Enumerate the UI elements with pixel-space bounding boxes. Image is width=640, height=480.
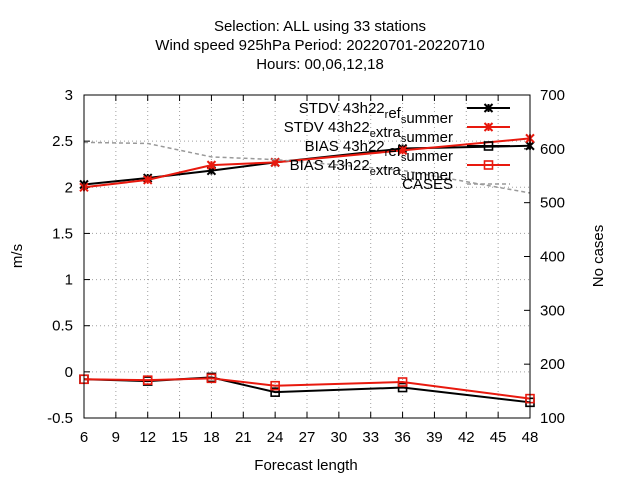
chart-title-line-1: Selection: ALL using 33 stations	[213, 18, 427, 35]
x-tick-label: 48	[522, 429, 539, 446]
legend-label-part: e	[370, 166, 376, 178]
y2-tick-label: 700	[540, 87, 565, 104]
y-tick-label: 2	[65, 179, 73, 196]
legend-label-part: BIAS 43h22	[305, 138, 385, 155]
x-tick-label: 9	[112, 429, 120, 446]
x-tick-label: 33	[362, 429, 379, 446]
legend-label-part: ef	[388, 143, 401, 160]
data-point	[142, 375, 153, 385]
data-point	[270, 380, 280, 391]
legend-label: STDV 43h22extrasummer	[284, 119, 453, 146]
legend-label-part: r	[385, 147, 389, 159]
legend-label-part: r	[385, 109, 389, 121]
data-point	[206, 160, 217, 170]
x-tick-label: 12	[139, 429, 156, 446]
y-tick-label: 0.5	[52, 318, 73, 335]
legend-marker	[483, 103, 494, 113]
legend-label-part: xtra	[376, 162, 402, 179]
y-tick-label: 3	[65, 87, 73, 104]
legend-label-part: ummer	[406, 110, 453, 127]
data-point	[397, 382, 408, 393]
legend-label-part: s	[401, 114, 407, 126]
legend-marker	[483, 122, 494, 132]
x-tick-labels: 6 9 12 15 18 21 24 27 30 33 36 39 42 45 48	[80, 429, 539, 446]
y-tick-label: 1.5	[52, 225, 73, 242]
legend-label-part: s	[401, 152, 407, 164]
y2-tick-label: 100	[540, 410, 565, 427]
plot-frame	[83, 94, 531, 419]
legend-label-part: xtra	[376, 124, 402, 141]
legend-label-part: ummer	[406, 167, 453, 184]
x-tick-label: 42	[458, 429, 475, 446]
y-tick-label: 1	[65, 272, 73, 289]
legend-marker	[483, 160, 494, 170]
legend-label-part: CASES	[402, 176, 453, 193]
legend-label: STDV 43h22refsummer	[299, 100, 453, 127]
x-tick-label: 15	[171, 429, 188, 446]
y2-axis-label: No cases	[590, 225, 607, 288]
y2-tick-label: 600	[540, 141, 565, 158]
data-point	[397, 377, 408, 387]
x-tick-label: 27	[299, 429, 316, 446]
chart-title-line-3: Hours: 00,06,12,18	[256, 56, 384, 73]
legend-label-part: ef	[388, 105, 401, 122]
data-point	[143, 175, 153, 185]
legend-label: BIAS 43h22refsummer	[305, 138, 453, 165]
x-tick-label: 39	[426, 429, 443, 446]
legend-label-part: ummer	[406, 129, 453, 146]
legend-label: CASES	[402, 176, 453, 193]
y-tick-label: 2.5	[52, 133, 73, 150]
legend-label-part: BIAS 43h22	[290, 157, 370, 174]
y-tick-label: 0	[65, 364, 73, 381]
x-axis-label: Forecast length	[254, 457, 357, 474]
y2-tick-label: 500	[540, 195, 565, 212]
x-tick-label: 6	[80, 429, 88, 446]
x-tick-label: 24	[267, 429, 284, 446]
x-tick-label: 36	[394, 429, 411, 446]
legend-label-part: STDV 43h22	[299, 100, 385, 117]
legend-marker	[483, 141, 494, 151]
y2-tick-labels: 100 200 300 400 500 600 700	[540, 87, 565, 427]
x-tick-label: 18	[203, 429, 220, 446]
data-point	[397, 145, 408, 156]
legend-label: BIAS 43h22extrasummer	[290, 157, 453, 184]
series-line	[83, 137, 531, 189]
legend-label-part: e	[370, 128, 376, 140]
series-3	[79, 373, 535, 404]
y-axis-label: m/s	[9, 244, 26, 268]
y2-tick-label: 200	[540, 356, 565, 373]
y2-tick-label: 400	[540, 249, 565, 266]
data-point	[270, 387, 280, 397]
legend-label-part: STDV 43h22	[284, 119, 370, 136]
data-point	[206, 373, 217, 384]
series-line	[83, 377, 531, 400]
series-layer	[79, 133, 535, 408]
y2-tick-label: 300	[540, 302, 565, 319]
x-tick-label: 30	[331, 429, 348, 446]
chart-title-line-2: Wind speed 925hPa Period: 20220701-20220…	[155, 37, 485, 54]
legend-label-part: ummer	[406, 148, 453, 165]
legend-label-part: s	[401, 133, 407, 145]
y-tick-labels: -0.5 0 0.5 1 1.5 2 2.5 3	[47, 87, 73, 427]
x-tick-label: 21	[235, 429, 252, 446]
y-tick-label: -0.5	[47, 410, 73, 427]
legend-label-part: s	[401, 171, 407, 183]
x-tick-label: 45	[490, 429, 507, 446]
